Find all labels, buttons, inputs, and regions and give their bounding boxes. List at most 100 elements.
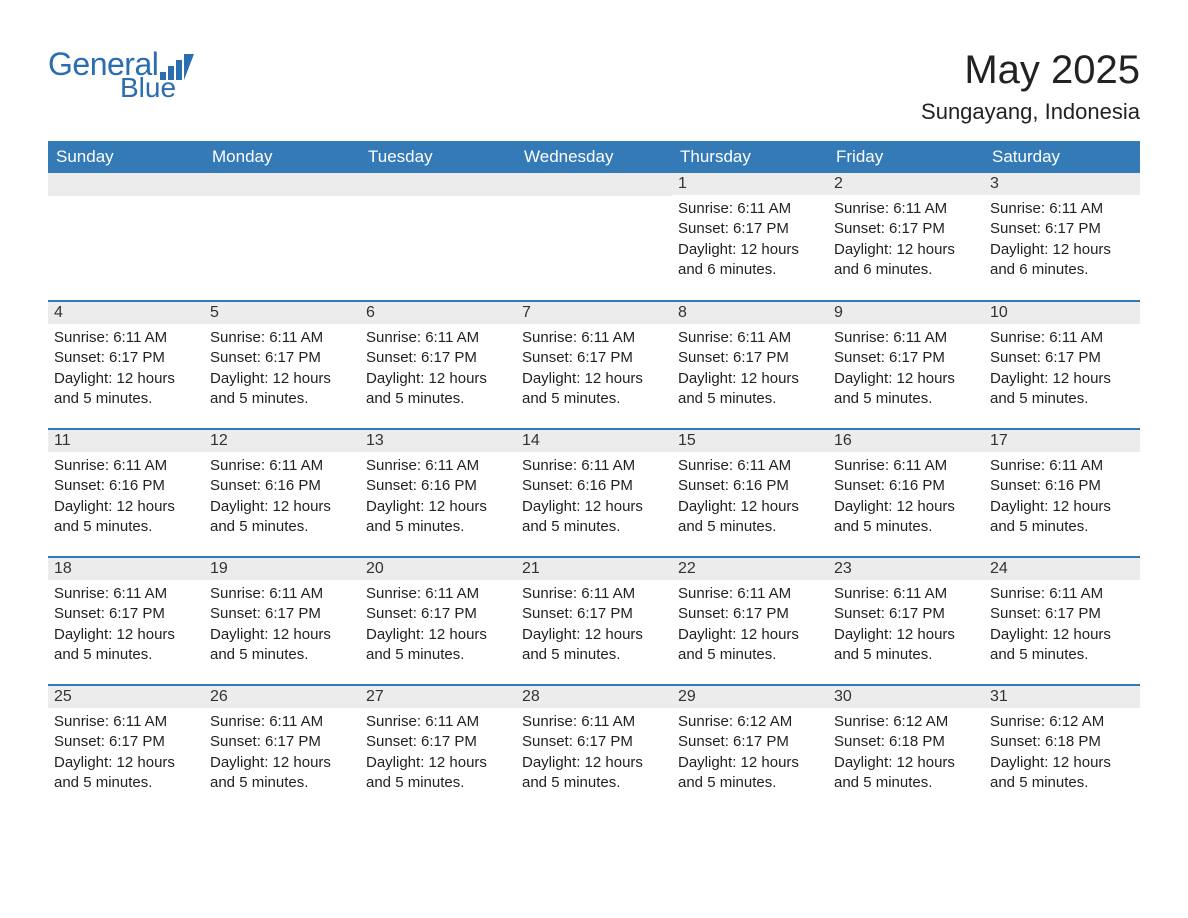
day-body: Sunrise: 6:11 AMSunset: 6:17 PMDaylight:… [204,580,360,673]
sunrise-line: Sunrise: 6:11 AM [678,456,822,476]
daylight-line-label: Daylight: [990,370,1048,387]
sunrise-line-value: 6:11 AM [113,329,167,346]
sunrise-line-label: Sunrise: [366,457,421,474]
sunrise-line: Sunrise: 6:11 AM [990,199,1134,219]
sunset-line: Sunset: 6:16 PM [678,476,822,496]
calendar-day-cell: 22Sunrise: 6:11 AMSunset: 6:17 PMDayligh… [672,557,828,685]
sunset-line-label: Sunset: [990,733,1041,750]
sunset-line: Sunset: 6:17 PM [990,348,1134,368]
calendar-empty-cell [516,173,672,301]
calendar-page: General Blue May 2025 Sungayang, Indones… [0,0,1188,843]
calendar-day-cell: 18Sunrise: 6:11 AMSunset: 6:17 PMDayligh… [48,557,204,685]
sunrise-line: Sunrise: 6:11 AM [210,456,354,476]
sunset-line-label: Sunset: [366,605,417,622]
day-number: 26 [204,686,360,708]
sunrise-line-value: 6:11 AM [737,329,791,346]
calendar-day-cell: 10Sunrise: 6:11 AMSunset: 6:17 PMDayligh… [984,301,1140,429]
day-body: Sunrise: 6:11 AMSunset: 6:17 PMDaylight:… [516,324,672,417]
day-number: 15 [672,430,828,452]
sunrise-line-label: Sunrise: [990,457,1045,474]
day-body: Sunrise: 6:11 AMSunset: 6:17 PMDaylight:… [828,195,984,288]
daylight-line-label: Daylight: [834,241,892,258]
calendar-day-cell: 15 Sunrise: 6:11 AMSunset: 6:16 PMDayligh… [672,429,828,557]
sunrise-line-value: 6:11 AM [581,713,635,730]
day-body: Sunrise: 6:11 AMSunset: 6:17 PMDaylight:… [360,708,516,801]
daylight-line-label: Daylight: [210,754,268,771]
empty-daynum [360,173,516,196]
sunrise-line-label: Sunrise: [54,585,109,602]
sunrise-line-value: 6:11 AM [1049,457,1103,474]
sunrise-line-label: Sunrise: [834,457,889,474]
calendar-day-cell: 12Sunrise: 6:11 AMSunset: 6:16 PMDayligh… [204,429,360,557]
daylight-line-label: Daylight: [366,498,424,515]
sunrise-line-label: Sunrise: [678,457,733,474]
sunset-line-value: 6:16 PM [265,477,321,494]
day-body: Sunrise: 6:11 AMSunset: 6:17 PMDaylight:… [516,708,672,801]
sunset-line-label: Sunset: [834,477,885,494]
daylight-line: Daylight: 12 hours and 5 minutes. [834,753,978,794]
daylight-line: Daylight: 12 hours and 5 minutes. [54,625,198,666]
day-number: 8 [672,302,828,324]
day-number: 3 [984,173,1140,195]
calendar-empty-cell [360,173,516,301]
sunrise-line-label: Sunrise: [210,585,265,602]
daylight-line: Daylight: 12 hours and 5 minutes. [678,753,822,794]
sunset-line-label: Sunset: [366,349,417,366]
sunset-line-value: 6:16 PM [1045,477,1101,494]
sunset-line: Sunset: 6:17 PM [54,604,198,624]
daylight-line: Daylight: 12 hours and 5 minutes. [990,753,1134,794]
calendar-day-cell: 17Sunrise: 6:11 AMSunset: 6:16 PMDayligh… [984,429,1140,557]
daylight-line-label: Daylight: [366,754,424,771]
sunset-line-label: Sunset: [522,477,573,494]
calendar-day-cell: 14Sunrise: 6:11 AMSunset: 6:16 PMDayligh… [516,429,672,557]
sunrise-line-label: Sunrise: [678,200,733,217]
sunset-line-label: Sunset: [678,733,729,750]
daylight-line: Daylight: 12 hours and 6 minutes. [678,240,822,281]
sunset-line-value: 6:17 PM [265,733,321,750]
month-title: May 2025 [921,48,1140,93]
daylight-line: Daylight: 12 hours and 5 minutes. [834,497,978,538]
sunset-line-label: Sunset: [54,349,105,366]
sunrise-line: Sunrise: 6:11 AM [210,584,354,604]
sunrise-line-value: 6:11 AM [425,329,479,346]
daylight-line: Daylight: 12 hours and 5 minutes. [522,497,666,538]
daylight-line: Daylight: 12 hours and 5 minutes. [990,497,1134,538]
day-body: Sunrise: 6:11 AMSunset: 6:17 PMDaylight:… [516,580,672,673]
day-number: 1 [672,173,828,195]
daylight-line: Daylight: 12 hours and 5 minutes. [990,625,1134,666]
day-number: 21 [516,558,672,580]
weekday-header: Tuesday [360,141,516,173]
sunrise-line: Sunrise: 6:11 AM [366,712,510,732]
page-header: General Blue May 2025 Sungayang, Indones… [48,48,1140,125]
day-body: Sunrise: 6:11 AMSunset: 6:16 PMDaylight:… [204,452,360,545]
empty-daynum [48,173,204,196]
daylight-line: Daylight: 12 hours and 5 minutes. [678,497,822,538]
daylight-line: Daylight: 12 hours and 5 minutes. [54,753,198,794]
sunrise-line-label: Sunrise: [522,585,577,602]
calendar-day-cell: 5Sunrise: 6:11 AMSunset: 6:17 PMDaylight… [204,301,360,429]
day-body: Sunrise: 6:11 AMSunset: 6:17 PMDaylight:… [672,580,828,673]
daylight-line: Daylight: 12 hours and 5 minutes. [678,625,822,666]
sunrise-line: Sunrise: 6:11 AM [54,328,198,348]
daylight-line-label: Daylight: [522,370,580,387]
calendar-day-cell: 19Sunrise: 6:11 AMSunset: 6:17 PMDayligh… [204,557,360,685]
location-subtitle: Sungayang, Indonesia [921,99,1140,125]
title-block: May 2025 Sungayang, Indonesia [921,48,1140,125]
day-body: Sunrise: 6:11 AMSunset: 6:17 PMDaylight:… [984,580,1140,673]
day-body: Sunrise: 6:12 AMSunset: 6:17 PMDaylight:… [672,708,828,801]
sunrise-line-value: 6:11 AM [893,200,947,217]
sunrise-line-label: Sunrise: [990,585,1045,602]
sunset-line-label: Sunset: [210,733,261,750]
calendar-body: 1Sunrise: 6:11 AMSunset: 6:17 PMDaylight… [48,173,1140,813]
calendar-day-cell: 7Sunrise: 6:11 AMSunset: 6:17 PMDaylight… [516,301,672,429]
sunset-line: Sunset: 6:17 PM [54,732,198,752]
sunrise-line-label: Sunrise: [990,200,1045,217]
day-number: 5 [204,302,360,324]
daylight-line-label: Daylight: [210,498,268,515]
calendar-day-cell: 26Sunrise: 6:11 AMSunset: 6:17 PMDayligh… [204,685,360,813]
daylight-line-label: Daylight: [990,241,1048,258]
sunrise-line: Sunrise: 6:11 AM [834,584,978,604]
calendar-day-cell: 11Sunrise: 6:11 AMSunset: 6:16 PMDayligh… [48,429,204,557]
sunset-line-value: 6:17 PM [577,733,633,750]
daylight-line-label: Daylight: [678,754,736,771]
